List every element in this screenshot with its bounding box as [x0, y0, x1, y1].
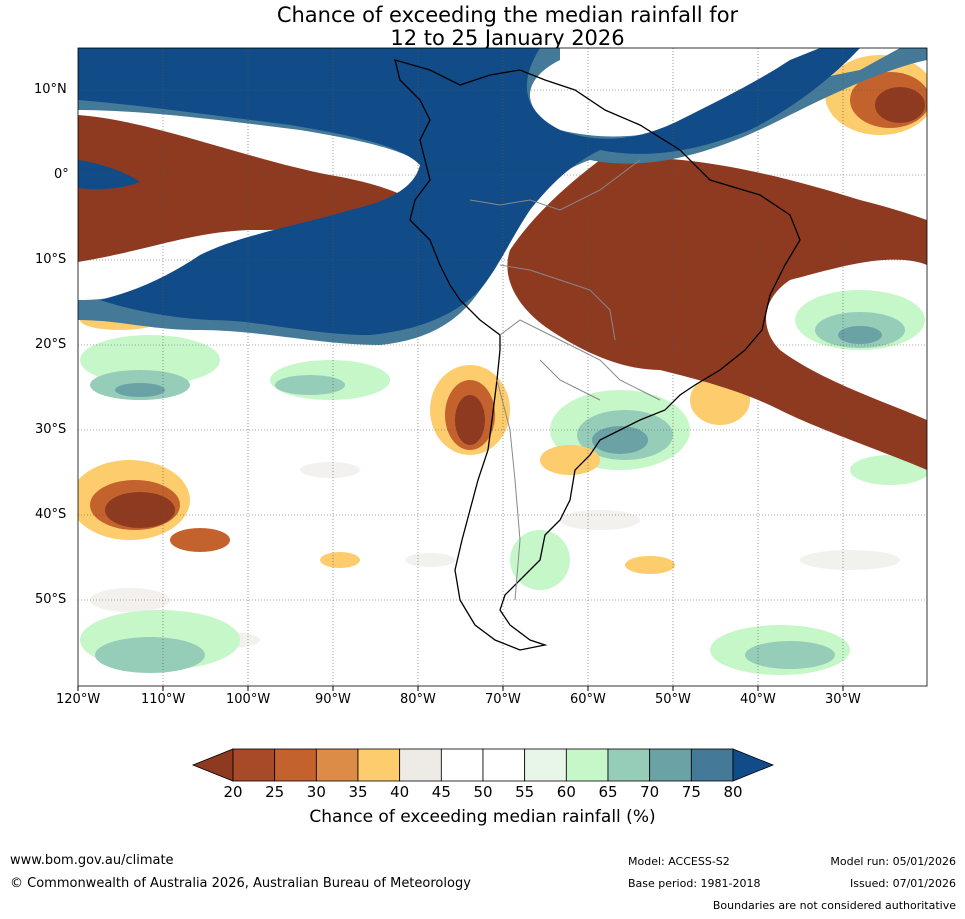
- lat-label: 30°S: [35, 422, 67, 437]
- colorbar-swatch: [565, 748, 609, 782]
- colorbar-over-triangle: [732, 748, 775, 782]
- colorbar-tick-label: 50: [473, 783, 493, 801]
- colorbar-swatch: [649, 748, 692, 782]
- colorbar-swatch: [440, 748, 484, 782]
- colorbar-tick-label: 45: [431, 783, 451, 801]
- title-line-1: Chance of exceeding the median rainfall …: [276, 3, 739, 27]
- lat-label: 20°S: [35, 337, 67, 352]
- lon-label: 30°W: [825, 692, 861, 707]
- base-period-text: Base period: 1981-2018: [628, 877, 761, 890]
- lon-label: 100°W: [226, 692, 271, 707]
- colorbar-tick-label: 60: [556, 783, 576, 801]
- website-text: www.bom.gov.au/climate: [10, 853, 174, 868]
- colorbar-swatch: [524, 748, 567, 782]
- colorbar-swatch: [607, 748, 651, 782]
- colorbar-swatch: [232, 748, 276, 782]
- colorbar-tick-label: 20: [223, 783, 243, 801]
- colorbar-tick-label: 30: [306, 783, 326, 801]
- colorbar-tick-label: 55: [515, 783, 535, 801]
- lon-label: 60°W: [570, 692, 606, 707]
- country-borders: [469, 159, 661, 601]
- colorbar-tick-label: 75: [681, 783, 701, 801]
- copyright-text: © Commonwealth of Australia 2026, Austra…: [10, 876, 471, 891]
- lat-label: 10°S: [35, 252, 67, 267]
- lat-label: 40°S: [35, 507, 67, 522]
- model-run-text: Model run: 05/01/2026: [830, 855, 956, 868]
- colorbar-tick-label: 35: [348, 783, 368, 801]
- wet-deep-field: [115, 326, 882, 454]
- colorbar-tick-label: 40: [390, 783, 410, 801]
- disclaimer-text: Boundaries are not considered authoritat…: [712, 899, 956, 912]
- colorbar-swatch: [274, 748, 317, 782]
- map-panel: [78, 48, 927, 686]
- lat-label: 10°N: [34, 82, 67, 97]
- model-text: Model: ACCESS-S2: [628, 855, 730, 868]
- lon-label: 110°W: [141, 692, 186, 707]
- colorbar-under-triangle: [191, 748, 234, 782]
- lon-label: 50°W: [655, 692, 691, 707]
- lat-label: 0°: [54, 167, 69, 182]
- title-line-2: 12 to 25 January 2026: [390, 26, 625, 50]
- wet-strong-field: [78, 48, 927, 345]
- issued-text: Issued: 07/01/2026: [849, 877, 956, 890]
- colorbar-tick-label: 65: [598, 783, 618, 801]
- lon-label: 80°W: [400, 692, 436, 707]
- south-america-coastline: [394, 59, 801, 651]
- map-title: Chance of exceeding the median rainfall …: [0, 4, 965, 50]
- colorbar-swatch: [690, 748, 734, 782]
- colorbar-swatch: [399, 748, 442, 782]
- colorbar-swatch: [482, 748, 526, 782]
- graticule: [78, 48, 927, 686]
- lon-label: 90°W: [315, 692, 351, 707]
- legend-title: Chance of exceeding median rainfall (%): [309, 807, 656, 827]
- colorbar-tick-label: 25: [265, 783, 285, 801]
- axis-ticks: [77, 686, 844, 691]
- colorbar-swatch: [357, 748, 401, 782]
- colorbar-tick-label: 80: [723, 783, 743, 801]
- lat-label: 50°S: [35, 592, 67, 607]
- lon-label: 40°W: [740, 692, 776, 707]
- colorbar-tick-label: 70: [640, 783, 660, 801]
- lon-label: 120°W: [56, 692, 101, 707]
- colorbar-swatch: [315, 748, 359, 782]
- lon-label: 70°W: [485, 692, 521, 707]
